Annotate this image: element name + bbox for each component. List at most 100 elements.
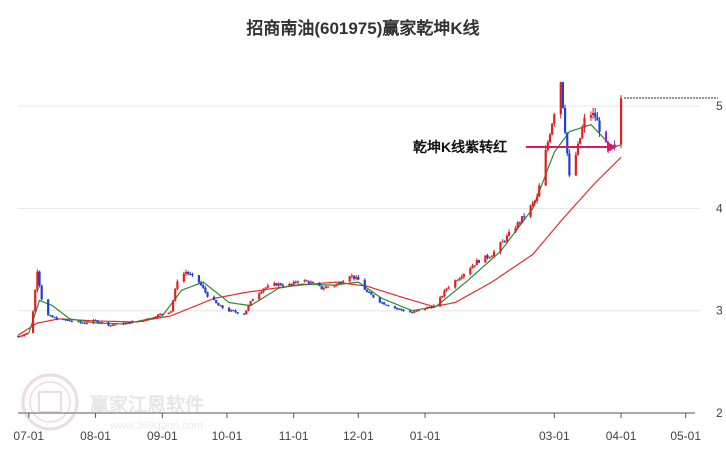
candle-body: [398, 308, 401, 310]
axis-layer: 2 3 4 5 07-01 08-01 09-01 10-01 11-01 12-01 01-01 0…: [13, 99, 723, 443]
candle-body: [83, 323, 86, 325]
candle: [581, 124, 584, 140]
candle-body: [574, 154, 577, 176]
candle: [363, 278, 366, 290]
candle: [176, 279, 179, 291]
candle: [370, 290, 373, 295]
candle: [141, 320, 145, 323]
candle: [350, 273, 353, 279]
candle-body: [503, 241, 506, 243]
candle-body: [505, 235, 509, 242]
candle: [411, 311, 414, 314]
candle-body: [92, 320, 95, 323]
candle: [348, 275, 351, 283]
candle: [122, 322, 125, 326]
candle-body: [568, 153, 571, 176]
y-tick-label: 4: [716, 201, 723, 215]
candle-body: [352, 275, 356, 279]
candle: [387, 304, 390, 307]
candle: [432, 304, 435, 309]
candle: [499, 241, 502, 255]
x-tick-label: 04-01: [606, 429, 637, 443]
candle: [36, 269, 39, 293]
candle: [307, 280, 310, 286]
candle: [212, 295, 216, 301]
candle-body: [516, 222, 519, 229]
candle-body: [98, 322, 101, 324]
candle-body: [94, 320, 97, 322]
candle-body: [475, 260, 478, 266]
candle-body: [393, 306, 397, 309]
candle-body: [159, 313, 162, 315]
candle-body: [523, 216, 526, 218]
candle: [251, 298, 254, 302]
candle: [507, 229, 511, 237]
candle: [243, 312, 246, 316]
candle-body: [445, 288, 448, 291]
candle-body: [579, 138, 582, 144]
candle: [131, 320, 134, 324]
x-tick-label: 10-01: [212, 429, 243, 443]
candle-body: [62, 319, 65, 321]
candle-body: [548, 134, 552, 143]
candle-body: [400, 308, 403, 310]
candle-body: [167, 312, 170, 314]
candle: [260, 290, 263, 295]
candle: [230, 309, 233, 313]
candle: [454, 279, 457, 289]
candle: [275, 282, 278, 286]
candle-body: [469, 268, 472, 274]
candle-body: [535, 196, 539, 201]
candle: [249, 300, 252, 307]
candle-body: [507, 232, 511, 236]
candle-body: [531, 202, 534, 206]
candle: [559, 81, 562, 119]
candle: [596, 111, 599, 121]
candle: [303, 279, 306, 283]
candle-body: [191, 274, 194, 276]
candle: [426, 306, 429, 310]
candle-body: [290, 283, 293, 285]
candle-body: [19, 335, 22, 337]
candle-body: [126, 321, 129, 323]
candle: [327, 286, 330, 288]
candle-body: [307, 281, 310, 284]
candle-body: [187, 272, 190, 274]
candle-body: [488, 257, 491, 259]
candle-body: [81, 322, 84, 324]
candle-body: [594, 112, 597, 118]
candle-body: [428, 307, 431, 309]
candle-body: [131, 321, 134, 324]
x-tick-label: 07-01: [13, 429, 44, 443]
candle-body: [327, 286, 330, 288]
candle-body: [199, 282, 203, 286]
candle-body: [16, 336, 20, 338]
candle-body: [189, 273, 192, 275]
candle-body: [221, 305, 224, 308]
candle: [589, 111, 593, 121]
candle-body: [613, 144, 616, 147]
candle-body: [21, 335, 24, 337]
candle: [23, 333, 26, 337]
candle-body: [363, 279, 366, 290]
candle: [296, 280, 300, 285]
candle-body: [182, 273, 185, 282]
candle-body: [161, 313, 164, 315]
candle-body: [212, 296, 216, 301]
candle-body: [100, 322, 104, 324]
candle: [292, 280, 295, 286]
x-tick-label: 11-01: [279, 429, 309, 443]
candle: [400, 308, 403, 312]
candle: [94, 319, 97, 322]
candle-body: [357, 276, 360, 280]
candle-body: [559, 82, 562, 115]
candle-body: [243, 313, 246, 315]
candle-body: [576, 143, 580, 155]
candle-body: [417, 309, 420, 311]
candle-body: [70, 321, 73, 323]
candle: [109, 325, 112, 327]
watermark-site: www.369gann.com: [110, 420, 203, 432]
candle: [247, 304, 250, 312]
candle: [64, 318, 67, 322]
candle: [262, 288, 265, 294]
